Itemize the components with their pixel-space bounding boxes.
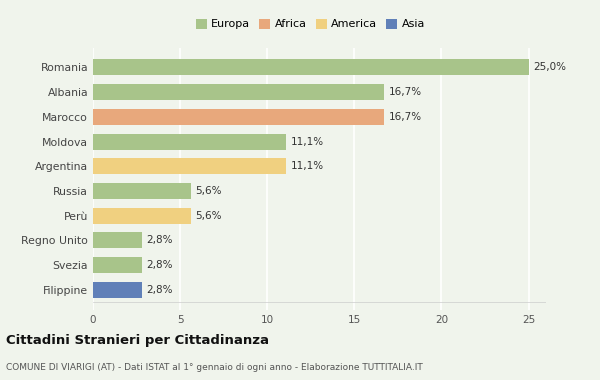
Bar <box>93 232 142 249</box>
Text: Cittadini Stranieri per Cittadinanza: Cittadini Stranieri per Cittadinanza <box>6 334 269 347</box>
Bar <box>93 84 384 100</box>
Legend: Europa, Africa, America, Asia: Europa, Africa, America, Asia <box>193 16 427 32</box>
Text: 16,7%: 16,7% <box>388 112 421 122</box>
Text: 2,8%: 2,8% <box>146 235 173 245</box>
Bar <box>93 59 529 76</box>
Bar <box>93 282 142 298</box>
Text: 25,0%: 25,0% <box>533 62 566 73</box>
Text: 5,6%: 5,6% <box>195 186 221 196</box>
Bar <box>93 109 384 125</box>
Text: 2,8%: 2,8% <box>146 260 173 270</box>
Text: 11,1%: 11,1% <box>291 161 324 171</box>
Text: 11,1%: 11,1% <box>291 136 324 147</box>
Bar <box>93 257 142 273</box>
Bar <box>93 158 286 174</box>
Bar <box>93 183 191 199</box>
Text: 5,6%: 5,6% <box>195 211 221 221</box>
Text: COMUNE DI VIARIGI (AT) - Dati ISTAT al 1° gennaio di ogni anno - Elaborazione TU: COMUNE DI VIARIGI (AT) - Dati ISTAT al 1… <box>6 364 423 372</box>
Bar <box>93 207 191 224</box>
Bar <box>93 133 286 150</box>
Text: 16,7%: 16,7% <box>388 87 421 97</box>
Text: 2,8%: 2,8% <box>146 285 173 295</box>
